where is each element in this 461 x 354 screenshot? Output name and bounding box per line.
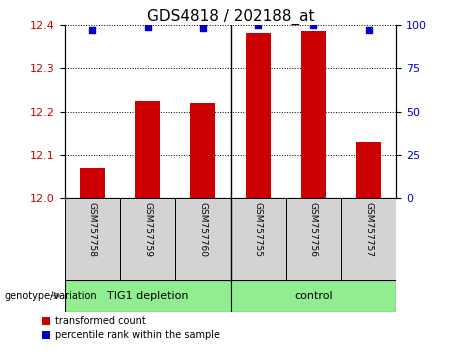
Point bbox=[144, 24, 151, 29]
Bar bbox=[80, 168, 105, 198]
Point bbox=[365, 27, 372, 33]
Text: GSM757759: GSM757759 bbox=[143, 202, 152, 257]
Bar bbox=[230, 198, 286, 280]
Title: GDS4818 / 202188_at: GDS4818 / 202188_at bbox=[147, 8, 314, 25]
Bar bbox=[135, 101, 160, 198]
Text: GSM757756: GSM757756 bbox=[309, 202, 318, 257]
Bar bbox=[65, 198, 120, 280]
Point bbox=[199, 25, 207, 31]
Text: genotype/variation: genotype/variation bbox=[5, 291, 97, 301]
Bar bbox=[356, 142, 381, 198]
Point bbox=[89, 27, 96, 33]
Bar bbox=[175, 198, 230, 280]
Text: GSM757758: GSM757758 bbox=[88, 202, 97, 257]
Point bbox=[254, 22, 262, 28]
Bar bbox=[65, 280, 230, 312]
Legend: transformed count, percentile rank within the sample: transformed count, percentile rank withi… bbox=[42, 316, 220, 340]
Bar bbox=[230, 280, 396, 312]
Bar bbox=[341, 198, 396, 280]
Point bbox=[310, 22, 317, 28]
Text: control: control bbox=[294, 291, 333, 301]
Bar bbox=[246, 33, 271, 198]
Bar bbox=[120, 198, 175, 280]
Bar bbox=[190, 103, 215, 198]
Text: TIG1 depletion: TIG1 depletion bbox=[107, 291, 188, 301]
Text: GSM757760: GSM757760 bbox=[198, 202, 207, 257]
Bar bbox=[301, 31, 326, 198]
Text: GSM757757: GSM757757 bbox=[364, 202, 373, 257]
Bar bbox=[286, 198, 341, 280]
Text: GSM757755: GSM757755 bbox=[254, 202, 263, 257]
